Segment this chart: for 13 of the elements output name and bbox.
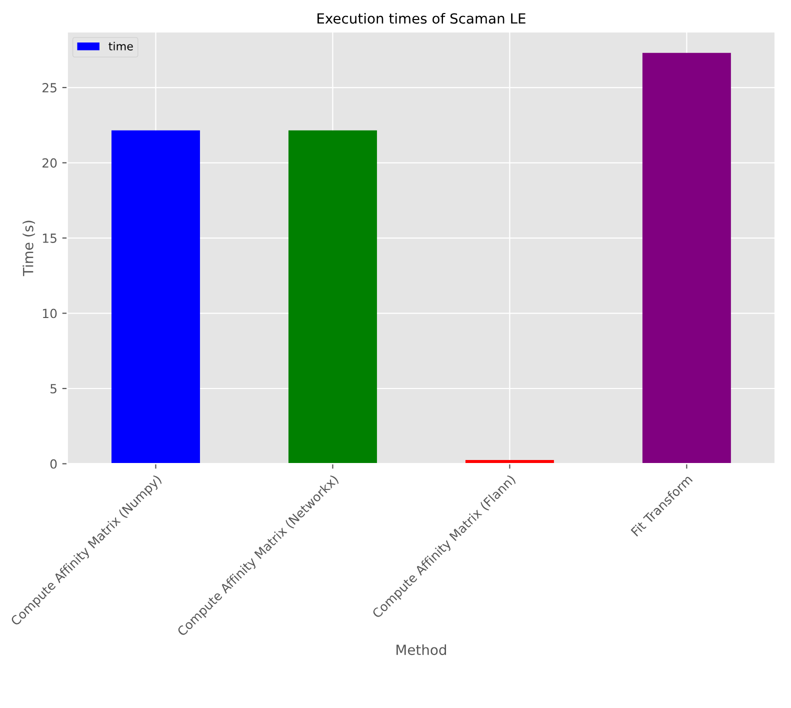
bar: [288, 130, 377, 464]
y-axis-title: Time (s): [22, 220, 35, 276]
y-tick-label: 15: [42, 234, 56, 243]
y-tick-label: 20: [42, 158, 57, 168]
bar: [111, 130, 200, 464]
y-tick-label: 10: [42, 308, 57, 318]
y-tick-label: 25: [42, 83, 56, 92]
legend-label: time: [108, 42, 133, 50]
y-tick-label: 0: [50, 459, 57, 469]
x-axis-title: Method: [396, 644, 446, 656]
chart-title: Execution times of Scaman LE: [318, 12, 526, 24]
bar: [642, 52, 731, 464]
y-tick-label: 5: [50, 384, 56, 394]
